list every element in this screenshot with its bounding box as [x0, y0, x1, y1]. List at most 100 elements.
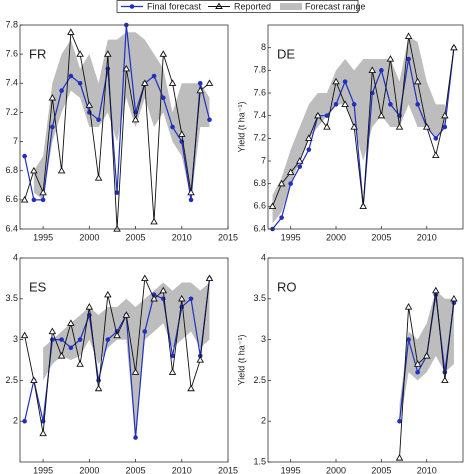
y-axis-label: Yield (t ha⁻¹) [236, 335, 246, 386]
reported-point [395, 454, 404, 461]
reported-point [131, 368, 140, 375]
reported-point [39, 429, 47, 437]
y-tick-label: 6.4 [253, 223, 266, 233]
reported-point [422, 123, 431, 130]
y-tick-label: 1.5 [253, 456, 266, 466]
reported-point [57, 166, 66, 174]
reported-point [48, 93, 57, 101]
reported-point [432, 151, 440, 158]
x-tick-label: 2005 [126, 232, 146, 242]
reported-point [168, 368, 177, 375]
forecast-point [133, 435, 138, 440]
forecast-point [188, 197, 194, 203]
reported-point [441, 111, 449, 119]
reported-point [413, 77, 422, 85]
axes-frame [267, 257, 464, 463]
forecast-point [142, 329, 148, 334]
reported-point [67, 319, 75, 326]
x-tick-label: 2010 [172, 232, 192, 242]
forecast-point [87, 110, 92, 115]
reported-point [341, 100, 349, 107]
reported-point [295, 157, 304, 164]
forecast-point [379, 68, 384, 73]
forecast-point [433, 136, 439, 141]
forecast-point [207, 117, 212, 123]
reported-point [277, 179, 286, 187]
y-tick-label: 6.6 [5, 194, 18, 204]
legend-swatch [280, 3, 302, 10]
y-tick-label: 2.5 [253, 375, 266, 385]
reported-point [413, 360, 422, 367]
y-tick-label: 7 [261, 155, 266, 165]
reported-point [268, 202, 277, 209]
forecast-point [22, 418, 27, 424]
panel-label: FR [29, 46, 46, 61]
forecast-point [188, 296, 194, 302]
x-tick-label: 2010 [172, 465, 192, 474]
legend: Final forecast Reported Forecast range [116, 0, 366, 13]
y-tick-label: 4 [13, 252, 18, 262]
reported-point [395, 123, 404, 130]
y-axis-label: Yield (t ha⁻¹) [236, 102, 246, 153]
reported-point [30, 376, 38, 384]
reported-point [422, 352, 431, 359]
reported-point [432, 286, 440, 294]
reported-point [286, 168, 295, 175]
forecast-point [151, 73, 157, 79]
y-tick-label: 8 [261, 42, 266, 52]
y-tick-label: 7 [13, 136, 18, 146]
x-tick-label: 2005 [371, 232, 391, 242]
forecast-point [406, 337, 411, 342]
reported-point [94, 174, 103, 181]
y-tick-label: 3 [13, 334, 18, 344]
forecast-point [442, 124, 448, 130]
forecast-range [272, 36, 445, 224]
panel-label: DE [277, 46, 295, 61]
y-tick-label: 2 [13, 416, 18, 426]
forecast-point [197, 353, 203, 359]
forecast-point [415, 369, 420, 375]
y-tick-label: 2.5 [5, 375, 18, 385]
y-tick-label: 7.8 [253, 65, 266, 75]
legend-label: Reported [234, 1, 271, 11]
forecast-point [31, 197, 37, 203]
forecast-point [197, 80, 203, 86]
x-tick-label: 2010 [417, 465, 437, 474]
y-tick-label: 6.8 [5, 165, 18, 175]
forecast-point [451, 300, 457, 306]
forecast-point [279, 215, 284, 220]
reported-point [20, 195, 29, 203]
reported-point [76, 50, 84, 57]
reported-point [177, 130, 186, 137]
reported-point [150, 217, 158, 225]
y-tick-label: 7.4 [253, 110, 266, 120]
panel: 6.4 6.6 6.8 7 7.2 7.4 7.6 7.8 1995 2000 2005 2010 20… [5, 19, 238, 242]
reported-point [450, 43, 458, 51]
panel-label: ES [29, 279, 47, 294]
reported-point [196, 356, 205, 363]
reported-point [177, 294, 186, 302]
forecast-point [415, 102, 420, 107]
reported-point [441, 376, 449, 384]
reported-point [39, 188, 47, 196]
x-tick-label: 2010 [417, 232, 437, 242]
forecast-point [388, 102, 393, 107]
reported-point [48, 327, 57, 335]
forecast-point [351, 102, 357, 107]
reported-point [104, 50, 112, 57]
axes-frame [19, 24, 229, 230]
reported-point [404, 303, 413, 310]
x-tick-label: 2000 [326, 232, 346, 242]
reported-point [377, 111, 386, 119]
forecast-point [40, 197, 46, 203]
reported-point [350, 123, 358, 130]
forecast-point [68, 73, 74, 79]
panel-label: RO [277, 279, 297, 294]
forecast-point [96, 117, 101, 123]
forecast-point [342, 79, 348, 84]
plot-area [268, 258, 463, 462]
reported-point [20, 331, 29, 339]
y-tick-label: 3.5 [5, 293, 18, 303]
x-tick-label: 1995 [281, 465, 301, 474]
